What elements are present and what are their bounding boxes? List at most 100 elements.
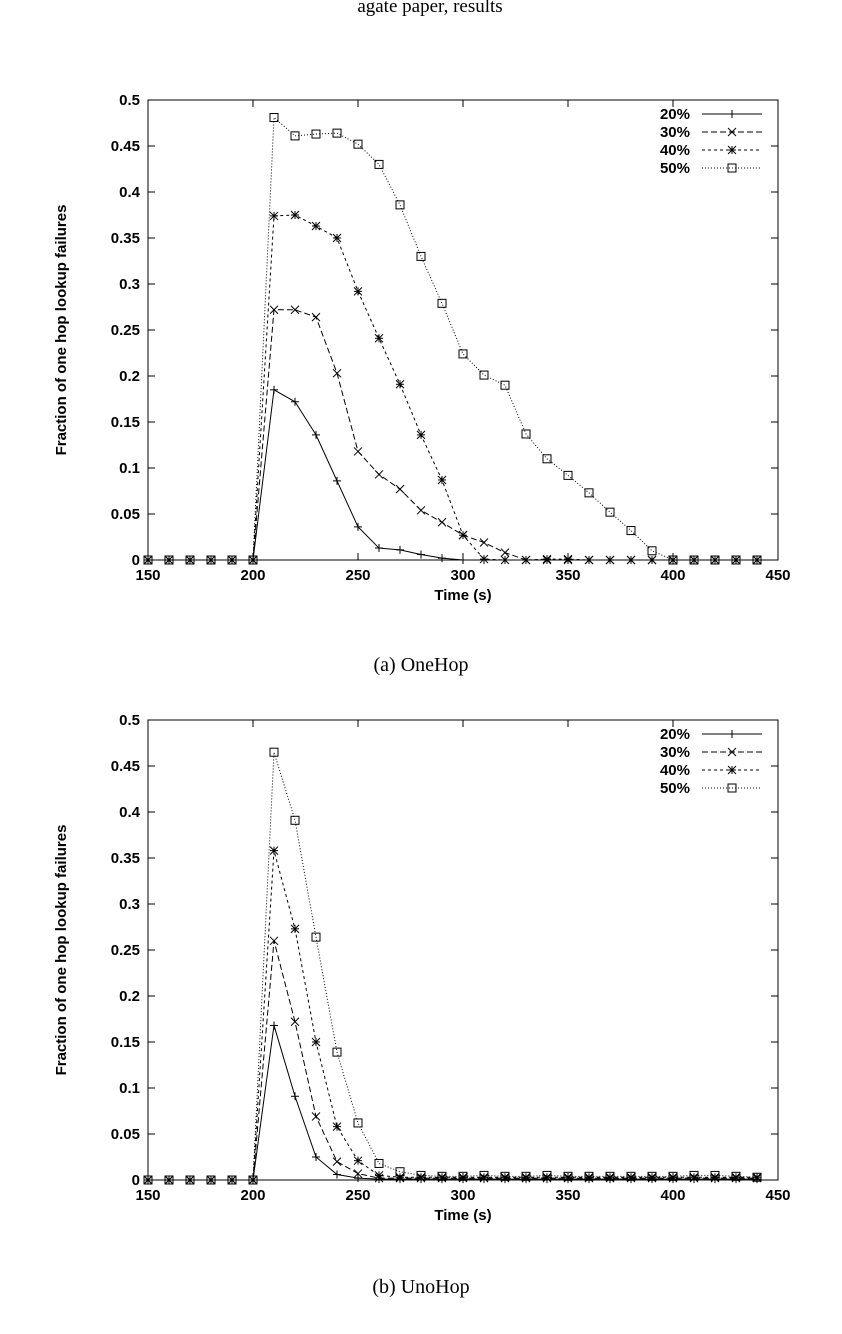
data-point: [647, 1171, 657, 1181]
x-tick-label: 150: [135, 567, 160, 584]
data-point: [416, 505, 426, 515]
legend-label: 20%: [660, 726, 690, 743]
series-line: [148, 752, 758, 1181]
data-point: [584, 488, 594, 498]
data-point: [647, 546, 657, 556]
legend-label: 50%: [660, 160, 690, 177]
data-point: [290, 305, 300, 315]
data-point: [290, 815, 300, 825]
data-point: [374, 470, 384, 479]
data-point: [563, 470, 573, 480]
series-30pct: [143, 305, 762, 565]
series-20pct: [144, 385, 761, 564]
data-point: [563, 1171, 573, 1181]
data-point: [416, 1170, 426, 1180]
data-point: [290, 1017, 300, 1027]
data-point: [290, 131, 300, 141]
series-50pct: [143, 112, 762, 565]
data-point: [248, 1175, 258, 1185]
data-point: [710, 555, 720, 565]
data-point: [437, 475, 447, 485]
y-tick-label: 0.2: [119, 368, 140, 385]
data-point: [752, 555, 762, 565]
series-line: [148, 116, 757, 561]
data-point: [395, 379, 405, 389]
data-point: [584, 1171, 594, 1181]
x-tick-label: 400: [660, 567, 685, 584]
data-point: [353, 447, 363, 456]
y-tick-label: 0.15: [111, 414, 140, 431]
data-point: [417, 550, 425, 559]
data-point: [290, 210, 300, 220]
x-tick-label: 450: [765, 567, 790, 584]
data-point: [689, 1170, 699, 1180]
data-point: [438, 554, 446, 563]
series-line: [148, 309, 757, 561]
data-point: [374, 159, 384, 169]
data-point: [542, 554, 552, 564]
data-point: [375, 544, 383, 553]
x-tick-label: 400: [660, 1187, 685, 1204]
data-point: [333, 1170, 341, 1179]
data-point: [374, 1158, 384, 1168]
series-40pct: [143, 846, 762, 1185]
y-tick-label: 0.4: [119, 184, 141, 201]
legend-marker: [727, 765, 737, 775]
x-tick-label: 350: [555, 1187, 580, 1204]
data-point: [312, 1153, 320, 1161]
data-point: [206, 555, 216, 565]
caption-onehop: (a) OneHop: [373, 654, 469, 676]
data-point: [291, 397, 299, 406]
data-point: [395, 484, 405, 494]
data-point: [269, 936, 279, 946]
data-point: [668, 1171, 678, 1181]
data-point: [500, 380, 510, 390]
data-point: [647, 555, 657, 565]
legend: 20%30%40%50%: [660, 106, 762, 177]
data-point: [479, 1170, 489, 1180]
data-point: [290, 924, 300, 934]
data-point: [459, 556, 467, 564]
data-point: [542, 1170, 552, 1180]
legend-marker: [727, 747, 737, 757]
series-30pct: [143, 936, 762, 1185]
data-point: [458, 1171, 468, 1181]
data-point: [332, 1047, 342, 1057]
data-point: [332, 368, 342, 378]
legend-label: 50%: [660, 780, 690, 797]
data-point: [206, 1175, 216, 1185]
data-point: [312, 430, 320, 439]
series-40pct: [143, 210, 762, 565]
data-point: [416, 1172, 426, 1182]
legend-label: 30%: [660, 744, 690, 761]
series-line: [148, 388, 757, 561]
data-point: [164, 555, 174, 565]
legend-label: 40%: [660, 762, 690, 779]
legend-marker: [728, 110, 736, 118]
y-tick-label: 0.05: [111, 506, 140, 523]
x-tick-label: 150: [135, 1187, 160, 1204]
y-tick-label: 0.5: [119, 92, 140, 109]
data-point: [479, 554, 489, 564]
data-point: [458, 530, 468, 540]
data-point: [185, 1175, 195, 1185]
y-tick-label: 0.45: [111, 138, 140, 155]
data-point: [563, 554, 573, 564]
series-line: [148, 850, 757, 1181]
data-point: [353, 139, 363, 149]
y-tick-label: 0.1: [119, 460, 140, 477]
data-point: [521, 1171, 531, 1181]
data-point: [731, 555, 741, 565]
y-tick-label: 0.25: [111, 942, 140, 959]
legend-marker: [728, 730, 736, 738]
data-point: [396, 545, 404, 554]
data-point: [395, 1167, 405, 1177]
x-axis-label: Time (s): [434, 1207, 491, 1224]
data-point: [332, 1157, 342, 1166]
data-point: [270, 1021, 278, 1030]
data-point: [185, 555, 195, 565]
data-point: [354, 522, 362, 531]
y-tick-label: 0.45: [111, 758, 140, 775]
x-tick-label: 250: [345, 1187, 370, 1204]
series-line: [148, 940, 757, 1181]
